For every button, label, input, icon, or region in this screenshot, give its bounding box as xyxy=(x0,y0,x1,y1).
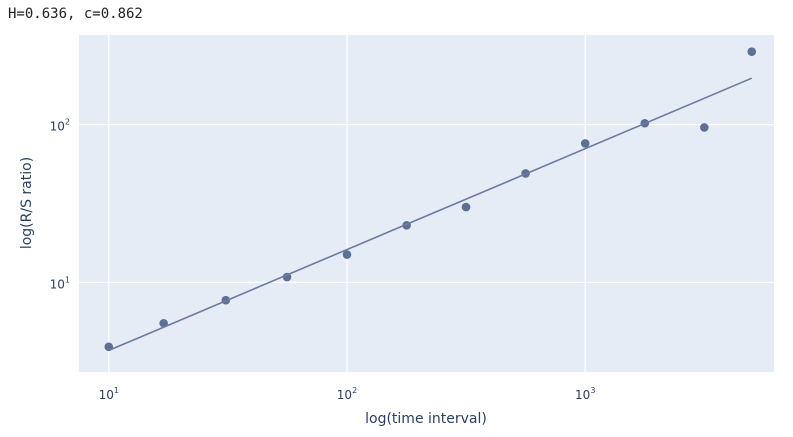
fit-line xyxy=(108,77,753,352)
data-point-10 xyxy=(700,123,709,132)
data-point-11 xyxy=(747,47,757,56)
x-tick-label-2: 103 xyxy=(575,386,595,402)
y-tick-label-0: 101 xyxy=(50,275,70,291)
x-axis-label: log(time interval) xyxy=(365,411,487,427)
y-tick-label-1: 102 xyxy=(50,118,70,134)
ticks-layer: 101 102 103 101 102 xyxy=(50,118,596,402)
x-tick-label-0: 101 xyxy=(99,386,119,402)
x-tick-label-1: 102 xyxy=(337,386,357,402)
data-point-4 xyxy=(342,250,352,259)
plot-area xyxy=(79,35,774,372)
data-point-6 xyxy=(461,202,471,212)
grid xyxy=(79,35,774,372)
chart-title: H=0.636, c=0.862 xyxy=(8,6,143,22)
series-layer xyxy=(104,47,757,352)
y-axis-label: log(R/S ratio) xyxy=(19,157,35,249)
data-point-8 xyxy=(580,139,590,148)
